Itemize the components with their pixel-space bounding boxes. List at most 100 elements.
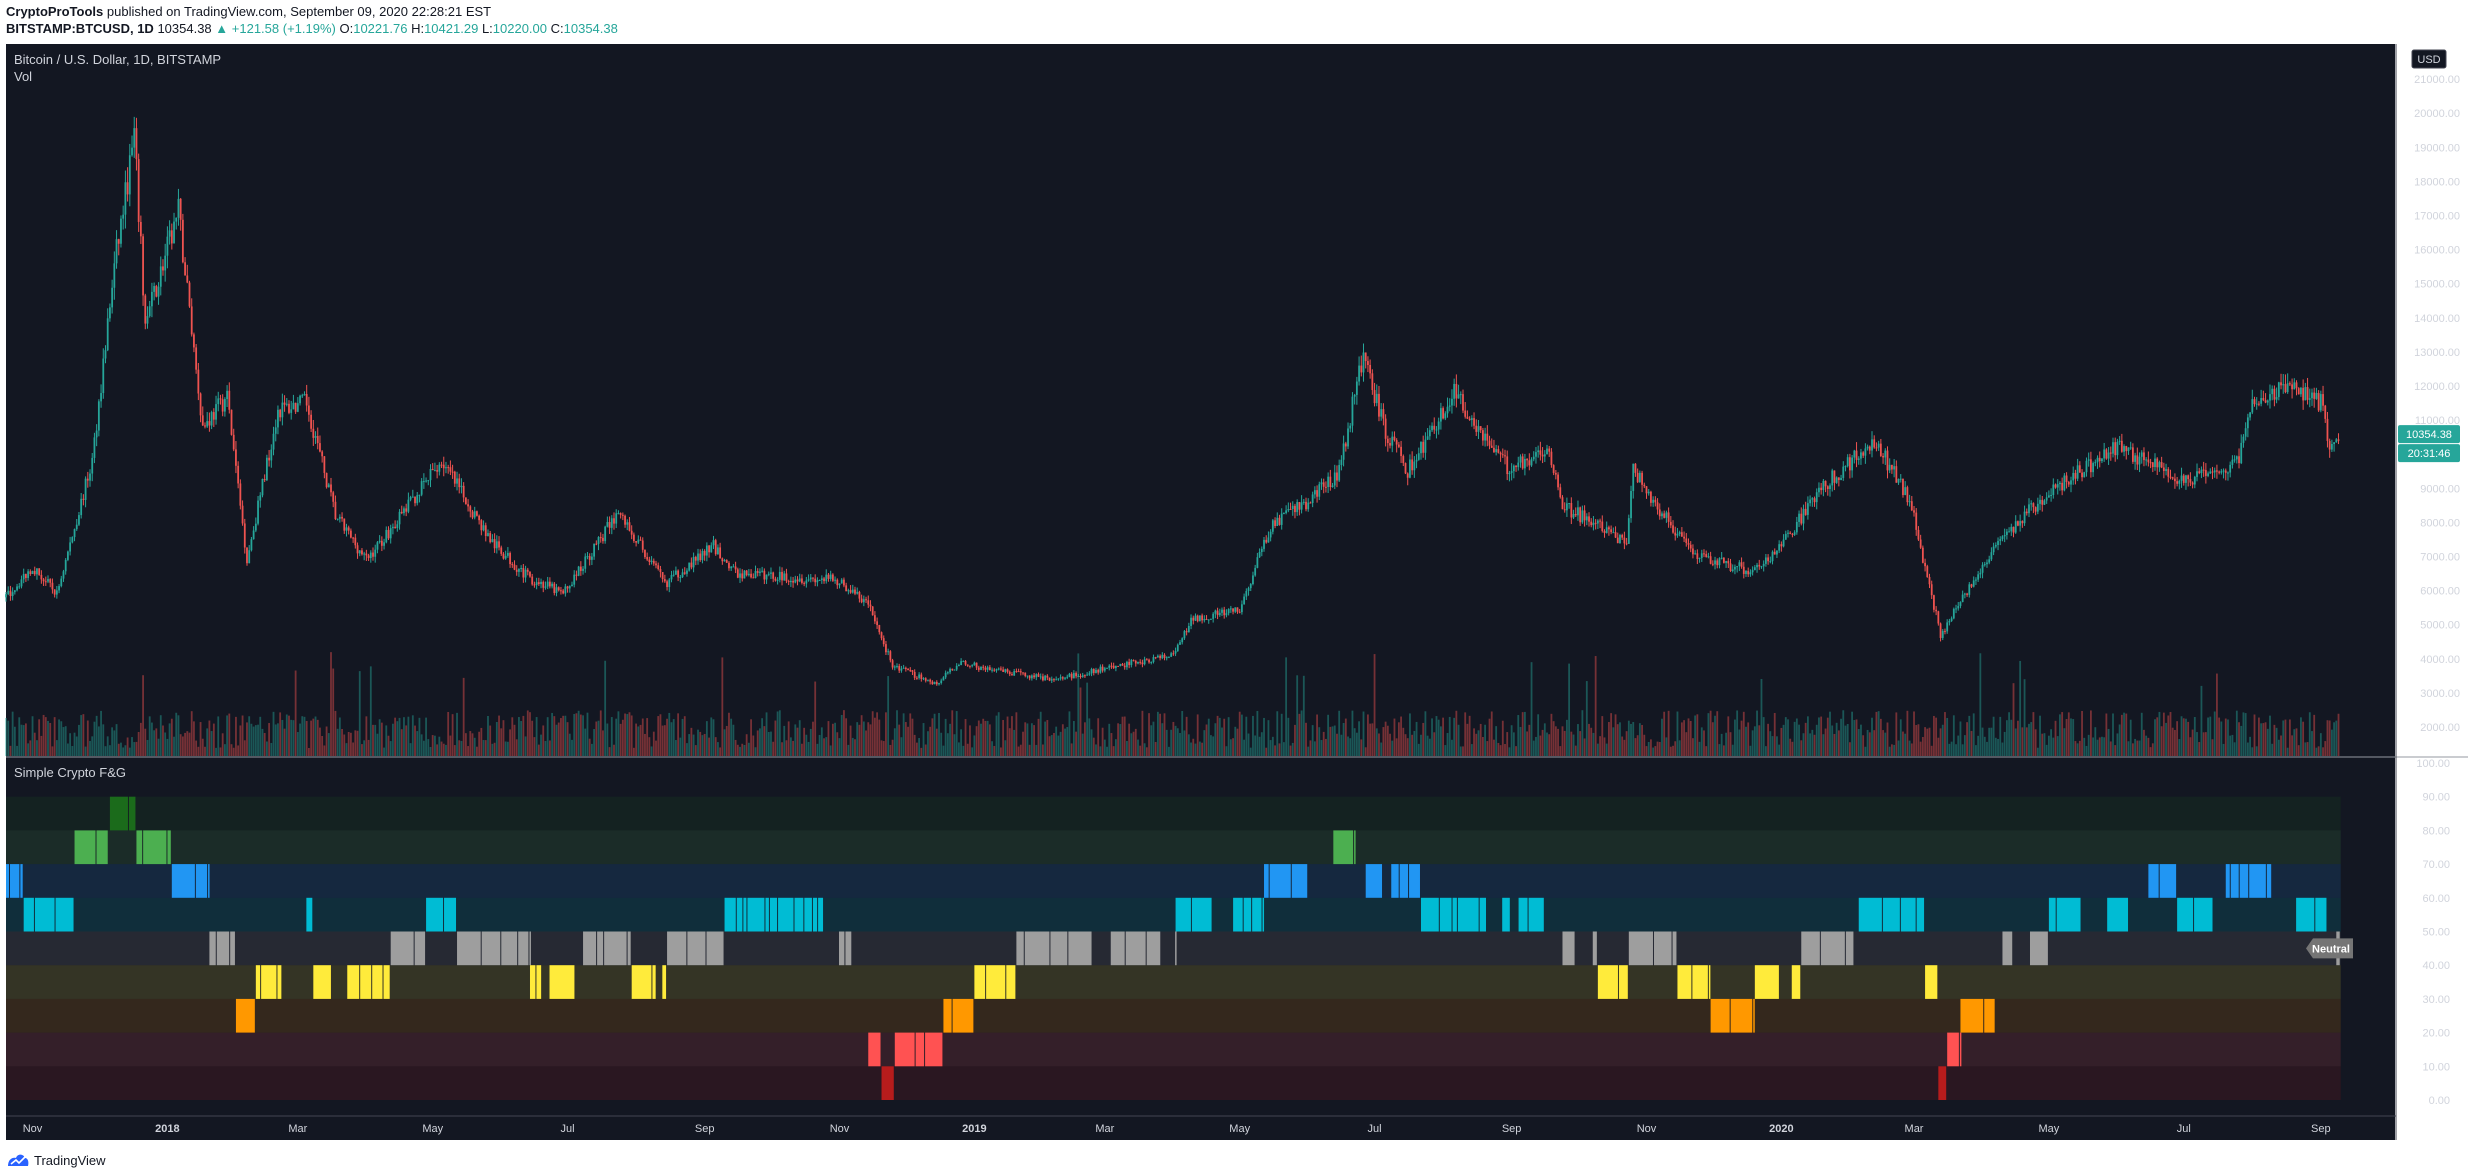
candle-body: [296, 403, 299, 412]
fg-axis[interactable]: 100.0090.0080.0070.0060.0050.0040.0030.0…: [2416, 758, 2450, 1107]
candle-body: [2151, 462, 2154, 468]
volume-bar: [47, 720, 49, 756]
tradingview-logo-icon[interactable]: [6, 1152, 30, 1168]
volume-bar: [1767, 723, 1769, 756]
candle-body: [1711, 563, 1714, 565]
volume-bar: [960, 729, 963, 756]
candle-body: [1457, 394, 1460, 399]
volume-bar: [1952, 715, 1955, 756]
volume-bar: [584, 728, 587, 756]
volume-bar: [2008, 712, 2010, 756]
candle-body: [834, 579, 836, 581]
fg-bar: [1628, 931, 1653, 966]
fg-bar: [769, 897, 778, 932]
candle-body: [403, 508, 405, 514]
volume-bar: [215, 747, 217, 756]
volume-bar: [2189, 737, 2192, 756]
candle-body: [2052, 484, 2055, 496]
candle-body: [1866, 446, 1869, 449]
candle-body: [949, 668, 951, 673]
candle-body: [1672, 525, 1674, 533]
time-tick-label: Jul: [2177, 1123, 2191, 1135]
volume-bar: [31, 716, 34, 756]
volume-bar: [763, 726, 766, 756]
candle-body: [2266, 400, 2269, 403]
candle-body: [53, 589, 56, 595]
candle-body: [557, 587, 560, 591]
volume-bar: [935, 728, 938, 756]
candle-body: [400, 511, 403, 514]
volume-bar: [1386, 725, 1389, 756]
volume-bar: [372, 724, 374, 756]
candle-body: [1216, 610, 1219, 616]
candle-body: [759, 571, 761, 573]
volume-bar: [1700, 727, 1703, 756]
candle-body: [268, 457, 270, 461]
price-axis[interactable]: 21000.0020000.0019000.0018000.0017000.00…: [2414, 74, 2460, 734]
volume-bar: [2123, 712, 2125, 756]
candle-body: [1798, 513, 1800, 522]
volume-bar: [692, 734, 695, 756]
volume-bar: [1521, 712, 1524, 756]
candle-body: [540, 581, 542, 585]
volume-bar: [1811, 729, 1814, 756]
candle-body: [575, 574, 578, 576]
footer-brand[interactable]: TradingView: [34, 1153, 106, 1168]
volume-bar: [1780, 727, 1783, 756]
candle-body: [1462, 394, 1464, 411]
currency-box[interactable]: [2411, 49, 2447, 69]
candle-body: [305, 394, 308, 406]
volume-bar: [1829, 711, 1831, 756]
candle-body: [1689, 544, 1692, 549]
candle-body: [1221, 609, 1223, 613]
volume-bar: [590, 743, 593, 756]
candle-body: [1729, 563, 1732, 572]
time-axis[interactable]: Nov 2018 Mar May Jul Sep Nov 2019 Mar May Jul Sep No…: [23, 1123, 2331, 1135]
chart-canvas[interactable]: 21000.0020000.0019000.0018000.0017000.00…: [0, 40, 2468, 1148]
candle-body: [1747, 570, 1750, 575]
fg-tick-label: 0.00: [2429, 1095, 2450, 1107]
volume-bar: [206, 728, 209, 756]
candle-body: [931, 681, 934, 685]
author-name[interactable]: CryptoProTools: [6, 4, 104, 19]
candle-body: [330, 484, 332, 493]
candle-body: [1855, 450, 1858, 460]
candle-body: [166, 236, 169, 256]
volume-bar: [1997, 738, 1999, 756]
volume-bar: [1024, 722, 1027, 756]
volume-bar: [279, 712, 282, 756]
volume-bar: [1871, 717, 1873, 756]
volume-bar: [106, 736, 109, 756]
candle-body: [257, 500, 259, 524]
volume-bar: [1930, 745, 1933, 756]
candle-body: [2271, 388, 2274, 395]
candle-body: [2143, 452, 2145, 461]
volume-bar: [586, 712, 589, 756]
candle-body: [663, 579, 666, 582]
volume-bar: [1254, 735, 1257, 756]
candle-body: [869, 604, 872, 607]
candle-body: [263, 478, 266, 481]
volume-bar: [1364, 747, 1367, 756]
candle-body: [867, 600, 870, 605]
candle-body: [1667, 512, 1670, 522]
candle-body: [641, 540, 644, 550]
candle-body: [2220, 471, 2223, 473]
candle-body: [212, 412, 215, 420]
candle-body: [845, 585, 848, 592]
volume-bar: [1822, 734, 1825, 756]
candle-body: [2335, 439, 2338, 443]
candle-body: [261, 478, 264, 496]
volume-bar: [1289, 745, 1292, 756]
volume-bar: [2154, 719, 2156, 756]
candle-body: [2297, 388, 2300, 395]
volume-bar: [633, 747, 635, 756]
candle-body: [1703, 553, 1705, 555]
volume-bar: [1393, 718, 1396, 756]
candle-body: [1477, 426, 1480, 432]
candle-body: [982, 666, 985, 668]
candle-body: [2209, 471, 2212, 474]
volume-bar: [652, 731, 655, 756]
volume-bar: [2030, 722, 2033, 756]
candle-body: [902, 667, 905, 669]
